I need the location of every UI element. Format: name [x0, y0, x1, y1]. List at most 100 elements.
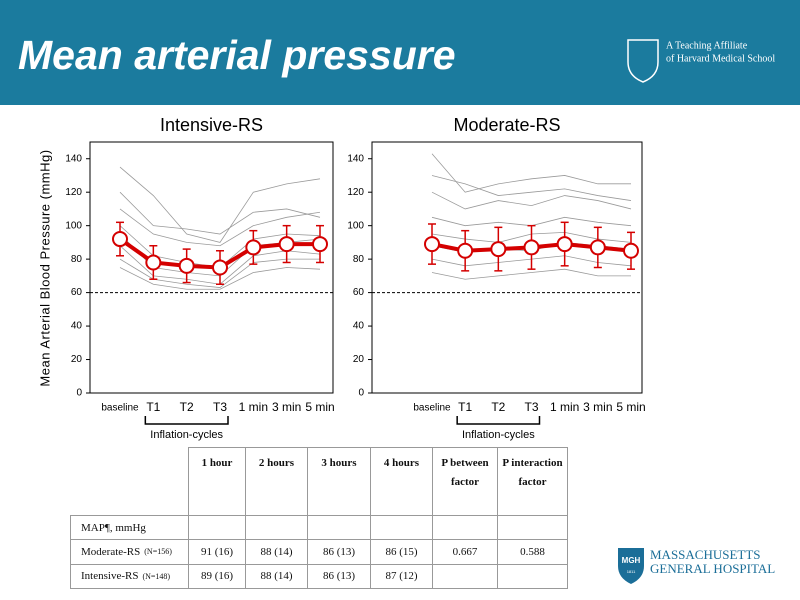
table-text: MAP¶, mmHg [81, 521, 146, 534]
row-label: Moderate-RS (N=156) [70, 539, 189, 565]
mgh-text: MASSACHUSETTS [650, 547, 761, 562]
x-tick-label: baseline [101, 403, 139, 414]
table-cell [307, 515, 371, 540]
subject-line [431, 153, 631, 193]
table-text: 0.588 [520, 545, 545, 558]
x-tick-label: 5 min [305, 400, 334, 414]
affiliation-line: of Harvard Medical School [666, 53, 775, 64]
table-text: 3 hours [321, 457, 357, 469]
mean-marker [278, 236, 295, 253]
plot-frame [89, 141, 334, 394]
table-text: 86 (13) [322, 545, 356, 558]
y-tick-label: 100 [65, 220, 82, 231]
subject-line [119, 191, 321, 235]
mean-marker [178, 257, 195, 274]
mean-marker [589, 239, 606, 256]
x-tick-label: 3 min [583, 400, 612, 414]
table-cell: 0.588 [497, 539, 568, 565]
table-cell [370, 515, 433, 540]
table-text: 86 (13) [322, 570, 356, 583]
y-tick-label: 60 [71, 287, 83, 298]
affiliation-line: A Teaching Affiliate [666, 40, 748, 51]
x-tick-label: T1 [146, 400, 160, 414]
table-cell [245, 515, 308, 540]
x-tick-label: T3 [524, 400, 538, 414]
table-header: P interaction factor [497, 447, 568, 516]
table-cell: 87 (12) [370, 563, 433, 589]
subject-line [119, 208, 321, 247]
x-tick-label: 5 min [616, 400, 645, 414]
table-cell [497, 515, 568, 540]
mean-marker [312, 236, 328, 253]
x-tick-label: T2 [180, 400, 194, 414]
y-tick-label: 80 [71, 254, 83, 265]
table-text: 1 hour [201, 457, 233, 469]
table-text: 89 (16) [200, 570, 234, 583]
y-tick-label: 80 [353, 254, 365, 265]
table-text: (N=156) [144, 547, 172, 557]
y-tick-label: 140 [347, 153, 364, 164]
table-header: 4 hours [370, 447, 433, 516]
y-tick-label: 120 [65, 187, 82, 198]
mgh-badge: MGH [622, 556, 641, 565]
table-cell [432, 515, 498, 540]
table-cell: 91 (16) [188, 539, 246, 565]
x-tick-label: baseline [413, 403, 451, 414]
bracket [144, 416, 229, 425]
y-tick-label: 40 [71, 321, 83, 332]
mean-marker [457, 242, 474, 259]
subject-line [119, 166, 321, 243]
table-text: Intensive-RS [81, 570, 139, 583]
table-cell: 88 (14) [245, 539, 308, 565]
y-tick-label: 140 [65, 153, 82, 164]
table-header: P between factor [432, 447, 498, 516]
row-label: Intensive-RS (N=148) [70, 563, 189, 589]
table-cell: 86 (13) [307, 563, 371, 589]
y-tick-label: 20 [71, 354, 83, 365]
table-text: Moderate-RS [81, 545, 141, 558]
harvard-shield [627, 39, 659, 83]
subject-line [431, 191, 632, 210]
table-cell [188, 515, 246, 540]
table-text: 91 (16) [200, 545, 234, 558]
subject-line [431, 175, 632, 201]
table-text: P interaction factor [502, 457, 563, 488]
bracket-label: Inflation-cycles [462, 429, 535, 441]
table-cell: 86 (15) [370, 539, 433, 565]
subject-line [431, 216, 632, 227]
y-tick-label: 60 [353, 287, 365, 298]
mgh-year: 1811 [627, 569, 636, 574]
chart-title: Moderate-RS [453, 115, 560, 135]
mean-marker [623, 242, 639, 259]
table-header: 3 hours [307, 447, 371, 516]
plot-frame [371, 141, 643, 394]
table-cell [432, 563, 498, 589]
mean-marker [212, 259, 228, 276]
table-text: 87 (12) [385, 570, 418, 583]
table-text: 4 hours [383, 457, 420, 469]
x-tick-label: 1 min [239, 400, 268, 414]
subject-line [431, 268, 631, 280]
table-section: MAP¶, mmHg [70, 515, 189, 540]
table-cell: 86 (13) [307, 539, 371, 565]
x-tick-label: 3 min [272, 400, 301, 414]
y-tick-label: 40 [353, 321, 365, 332]
mean-marker [523, 239, 540, 256]
table-text: 2 hours [258, 457, 295, 469]
x-tick-label: T2 [491, 400, 505, 414]
table-header: 1 hour [188, 447, 246, 516]
chart-title: Intensive-RS [160, 115, 263, 135]
mean-marker [112, 231, 128, 248]
y-tick-label: 0 [76, 388, 82, 399]
mgh-shield [618, 548, 644, 584]
mean-marker [145, 254, 162, 271]
y-tick-label: 120 [347, 187, 364, 198]
table-text: 0.667 [452, 545, 478, 558]
y-axis-label: Mean Arterial Blood Pressure (mmHg) [37, 149, 52, 386]
bracket-label: Inflation-cycles [150, 429, 223, 441]
x-tick-label: T3 [213, 400, 227, 414]
table-header: 2 hours [245, 447, 308, 516]
table-cell: 88 (14) [245, 563, 308, 589]
x-tick-label: 1 min [550, 400, 579, 414]
